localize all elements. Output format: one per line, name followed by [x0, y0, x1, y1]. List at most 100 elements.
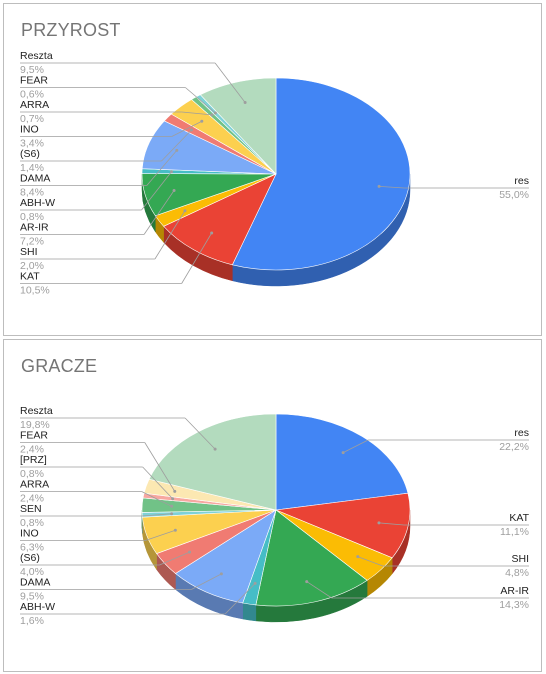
leader-dot	[173, 489, 177, 493]
slice-label: FEAR	[20, 75, 48, 87]
slice-value: 6,3%	[20, 542, 44, 554]
slice-label: Reszta	[20, 405, 53, 417]
leader-line	[378, 522, 404, 526]
leader-line	[185, 87, 216, 114]
leader-line	[143, 190, 175, 235]
pie-slice-arir	[255, 509, 368, 607]
leader-line	[154, 210, 186, 260]
leader-line	[142, 466, 173, 500]
slice-value: 2,0%	[20, 260, 44, 272]
chart-title: PRZYROST	[21, 20, 121, 40]
leader-dot	[213, 111, 217, 115]
leader-line	[145, 529, 176, 541]
leader-line	[141, 491, 172, 507]
slice-label: Reszta	[20, 50, 53, 62]
slice-value: 14,3%	[499, 599, 529, 611]
leader-dot	[356, 555, 360, 559]
slice-label: SEN	[20, 503, 42, 515]
leader-line	[184, 417, 216, 450]
leader-dot	[213, 447, 217, 451]
leader-dot	[183, 209, 187, 213]
leader-dot	[210, 113, 214, 117]
pie-slice-kat	[274, 492, 411, 559]
slice-value: 2,4%	[20, 444, 44, 456]
leader-dot	[170, 170, 174, 174]
leader-dot	[243, 100, 247, 104]
leader-dot	[172, 189, 176, 193]
pie-labels: Reszta19,8%FEAR2,4%[PRZ]0,8%ARRA2,4%SEN0…	[20, 405, 530, 627]
chart-panel-przyrost: PRZYROST Reszta 9,5% FEAR 0,6% ARRA 0,7% INO 3,…	[3, 3, 542, 336]
slice-value: 0,7%	[20, 113, 44, 125]
leader-line	[214, 62, 246, 103]
leader-dot	[377, 521, 381, 525]
leader-dot	[377, 184, 381, 188]
slice-label: ABH-W	[20, 197, 55, 209]
slice-label: (S6)	[20, 148, 40, 160]
slice-value: 3,4%	[20, 138, 44, 150]
pie-slice-res	[275, 413, 409, 511]
leader-dot	[170, 504, 174, 508]
pie-slice-reszta	[199, 77, 277, 175]
leader-dot	[190, 128, 194, 132]
leader-dot	[253, 581, 257, 585]
leader-dot	[210, 231, 214, 235]
slice-value: 0,6%	[20, 89, 44, 101]
slice-value: 0,8%	[20, 517, 44, 529]
slice-label: SHI	[511, 553, 529, 565]
slice-value: 10,5%	[20, 285, 50, 297]
slice-label: AR-IR	[20, 222, 49, 234]
slice-label: ARRA	[20, 99, 49, 111]
slice-label: DAMA	[20, 577, 50, 589]
chart-panel-gracze: GRACZE Reszta 19,8% FEAR 2,4% [PRZ] 0,8% ARRA 2…	[3, 339, 542, 672]
slice-value: 4,0%	[20, 566, 44, 578]
slice-value: 7,2%	[20, 236, 44, 248]
slice-label: AR-IR	[500, 585, 529, 597]
slice-label: FEAR	[20, 430, 48, 442]
pie-wall-abhw	[242, 602, 257, 622]
slice-value: 9,5%	[20, 591, 44, 603]
slice-value: 0,8%	[20, 468, 44, 480]
leader-line	[224, 583, 256, 615]
pie-slice-dama	[174, 509, 277, 604]
slice-label: KAT	[509, 512, 529, 524]
slice-label: INO	[20, 528, 39, 540]
slice-label: res	[514, 175, 529, 187]
leader-dot	[175, 148, 179, 152]
pie-slices	[141, 413, 411, 607]
leader-line	[171, 120, 202, 137]
slice-label: KAT	[20, 271, 40, 283]
leader-dot	[305, 580, 309, 584]
pie-slice-res	[231, 77, 411, 271]
slice-value: 1,6%	[20, 615, 44, 627]
pie-slice-kat	[163, 173, 277, 266]
leader-dot	[200, 119, 204, 123]
slice-label: ABH-W	[20, 601, 55, 613]
slice-label: (S6)	[20, 552, 40, 564]
pie-chart-przyrost: Reszta 9,5%FEAR 0,6%ARRA 0,7%INO 3,4%(S6) 1,4…	[20, 50, 529, 297]
slice-value: 22,2%	[499, 441, 529, 453]
leader-line	[306, 581, 332, 599]
pie-slices	[141, 77, 411, 271]
leader-line	[141, 171, 172, 211]
leader-line	[161, 129, 192, 162]
slice-label: res	[514, 427, 529, 439]
slice-value: 19,8%	[20, 419, 50, 431]
pie-slice-reszta	[148, 413, 277, 511]
leader-dot	[170, 512, 174, 516]
leader-line	[191, 573, 222, 590]
leader-line	[379, 185, 405, 189]
slice-value: 2,4%	[20, 493, 44, 505]
slice-label: [PRZ]	[20, 454, 47, 466]
pie-labels: Reszta 9,5%FEAR 0,6%ARRA 0,7%INO 3,4%(S6) 1,4…	[20, 50, 529, 297]
leader-dot	[219, 572, 223, 576]
leader-dot	[188, 550, 192, 554]
chart-title: GRACZE	[21, 356, 98, 376]
leader-line	[141, 513, 172, 517]
pie-chart-gracze: Reszta19,8%FEAR2,4%[PRZ]0,8%ARRA2,4%SEN0…	[20, 405, 530, 627]
leader-dot	[171, 497, 175, 501]
leader-line	[181, 111, 212, 116]
leader-line	[159, 551, 190, 566]
slice-value: 0,8%	[20, 211, 44, 223]
slice-value: 11,1%	[500, 526, 529, 538]
slice-label: DAMA	[20, 173, 50, 185]
